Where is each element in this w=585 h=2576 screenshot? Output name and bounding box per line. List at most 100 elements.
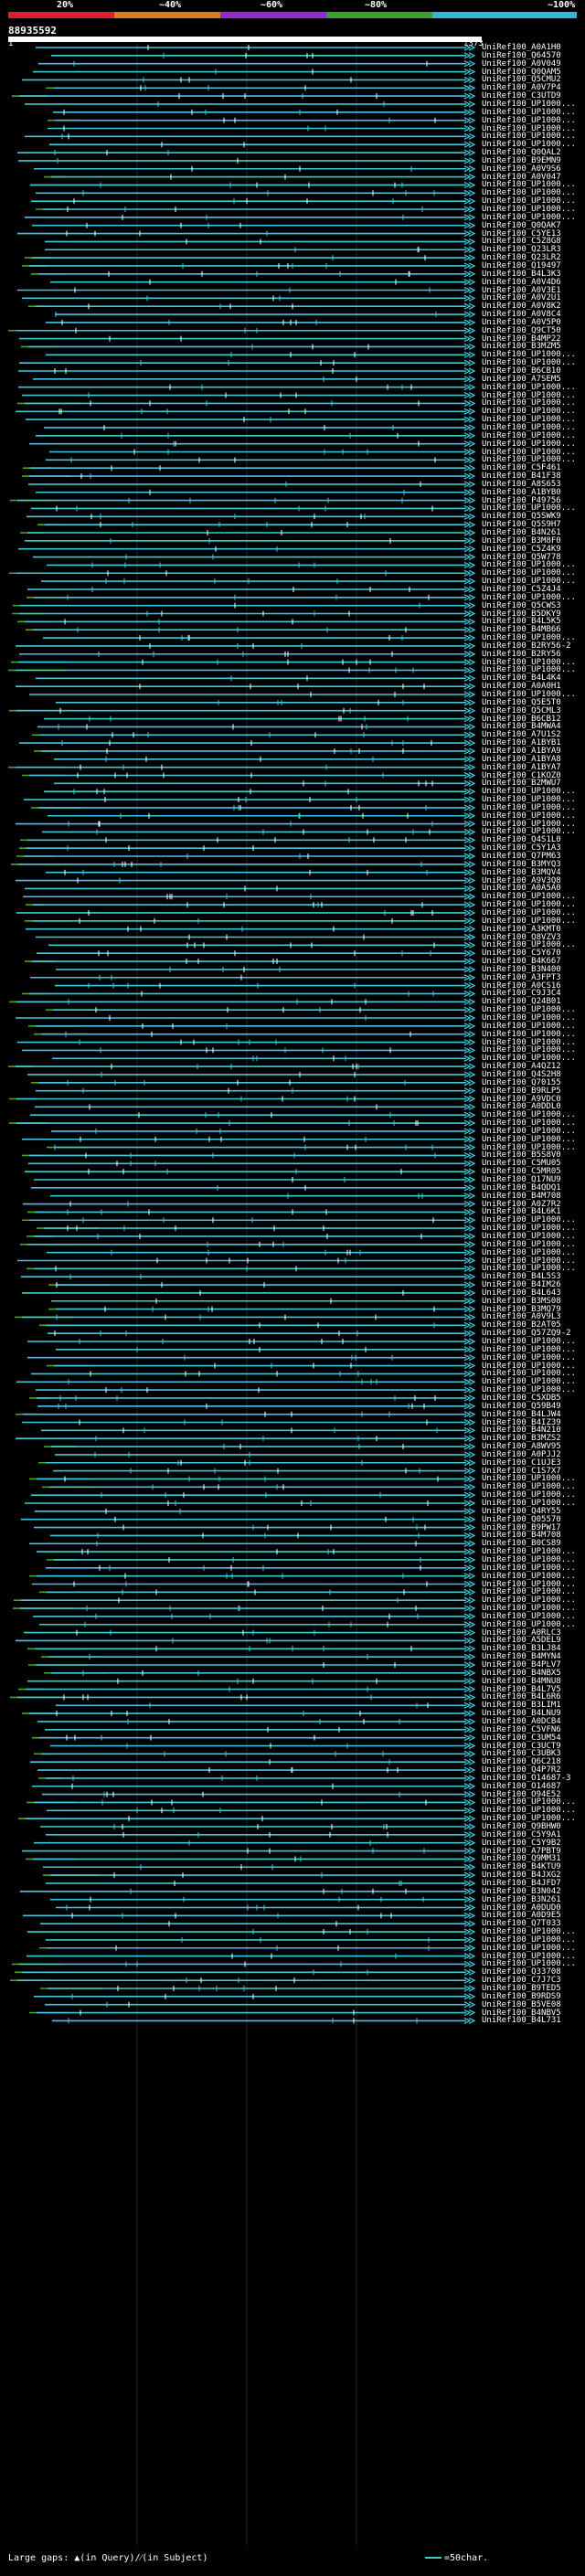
hit-label[interactable]: UniRef100_Q5CWS3: [482, 600, 561, 610]
hit-label[interactable]: UniRef100_B4MYN4: [482, 1652, 561, 1662]
hit-label[interactable]: UniRef100_Q64570: [482, 50, 561, 60]
hit-label[interactable]: UniRef100_B2AT05: [482, 1320, 561, 1330]
hit-label[interactable]: UniRef100_A9VDC0: [482, 1094, 561, 1104]
hit-label[interactable]: UniRef100_B4IZ39: [482, 1417, 561, 1427]
hit-label[interactable]: UniRef100_UP1000...: [482, 1943, 576, 1953]
hit-label[interactable]: UniRef100_Q7PM63: [482, 852, 561, 861]
hit-label[interactable]: UniRef100_A0V9S6: [482, 164, 561, 174]
hit-label[interactable]: UniRef100_A0V8K2: [482, 302, 561, 312]
hit-label[interactable]: UniRef100_A0V9L3: [482, 1312, 561, 1322]
hit-label[interactable]: UniRef100_B3M8F0: [482, 535, 561, 546]
hit-label[interactable]: UniRef100_UP1000...: [482, 1231, 576, 1241]
hit-label[interactable]: UniRef100_UP1000...: [482, 1474, 576, 1484]
hit-label[interactable]: UniRef100_Q0QAL2: [482, 148, 561, 158]
hit-label[interactable]: UniRef100_A1BYA9: [482, 746, 561, 756]
hit-label[interactable]: UniRef100_UP1000...: [482, 1604, 576, 1614]
hit-label[interactable]: UniRef100_B4MP22: [482, 334, 561, 344]
hit-label[interactable]: UniRef100_B6CB10: [482, 366, 561, 376]
hit-label[interactable]: UniRef100_Q5SWK9: [482, 512, 561, 522]
hit-label[interactable]: UniRef100_B4L5K5: [482, 617, 561, 627]
hit-label[interactable]: UniRef100_A0V047: [482, 172, 561, 182]
hit-label[interactable]: UniRef100_B4QDQ1: [482, 1182, 561, 1193]
hit-label[interactable]: UniRef100_UP1000...: [482, 1579, 576, 1589]
hit-label[interactable]: UniRef100_B41F38: [482, 472, 561, 482]
hit-label[interactable]: UniRef100_UP1000...: [482, 1337, 576, 1346]
hit-label[interactable]: UniRef100_B3MYQ3: [482, 859, 561, 869]
hit-label[interactable]: UniRef100_C1KOZ0: [482, 770, 561, 780]
hit-label[interactable]: UniRef100_UP1000...: [482, 892, 576, 902]
hit-label[interactable]: UniRef100_UP1000...: [482, 1587, 576, 1597]
hit-label[interactable]: UniRef100_UP1000...: [482, 107, 576, 117]
hit-label[interactable]: UniRef100_UP1000...: [482, 1482, 576, 1492]
hit-label[interactable]: UniRef100_UP1000...: [482, 1239, 576, 1249]
hit-label[interactable]: UniRef100_UP1000...: [482, 350, 576, 360]
hit-label[interactable]: UniRef100_UP1000...: [482, 1547, 576, 1557]
hit-label[interactable]: UniRef100_A7PBT9: [482, 1846, 561, 1856]
hit-label[interactable]: UniRef100_B4NBX5: [482, 1668, 561, 1678]
hit-label[interactable]: UniRef100_B9EMN9: [482, 155, 561, 165]
hit-label[interactable]: UniRef100_UP1000...: [482, 1959, 576, 1969]
hit-label[interactable]: UniRef100_C5Z8G8: [482, 237, 561, 247]
hit-label[interactable]: UniRef100_O14687: [482, 1781, 561, 1791]
hit-label[interactable]: UniRef100_UP1000...: [482, 795, 576, 805]
hit-label[interactable]: UniRef100_UP1000...: [482, 430, 576, 440]
hit-label[interactable]: UniRef100_UP1000...: [482, 422, 576, 432]
hit-label[interactable]: UniRef100_UP1000...: [482, 811, 576, 821]
hit-label[interactable]: UniRef100_UP1000...: [482, 577, 576, 587]
hit-label[interactable]: UniRef100_B0CS89: [482, 1539, 561, 1549]
hit-label[interactable]: UniRef100_A0V5P0: [482, 317, 561, 327]
hit-label[interactable]: UniRef100_B4MNU8: [482, 1676, 561, 1686]
hit-label[interactable]: UniRef100_B4L5S3: [482, 1272, 561, 1282]
hit-label[interactable]: UniRef100_C5Y1A3: [482, 843, 561, 853]
hit-label[interactable]: UniRef100_O14687-3: [482, 1773, 571, 1783]
hit-label[interactable]: UniRef100_B4N261: [482, 528, 561, 537]
hit-label[interactable]: UniRef100_UP1000...: [482, 140, 576, 150]
hit-label[interactable]: UniRef100_B3MZM5: [482, 342, 561, 352]
hit-label[interactable]: UniRef100_B4M708: [482, 1191, 561, 1201]
hit-label[interactable]: UniRef100_UP1000...: [482, 916, 576, 926]
hit-label[interactable]: UniRef100_A0V8C4: [482, 310, 561, 320]
hit-label[interactable]: UniRef100_B2MWU7: [482, 779, 561, 789]
hit-label[interactable]: UniRef100_UP1000...: [482, 1215, 576, 1225]
hit-label[interactable]: UniRef100_Q5S9H7: [482, 520, 561, 530]
hit-label[interactable]: UniRef100_B9RLP5: [482, 1086, 561, 1096]
hit-label[interactable]: UniRef100_UP1000...: [482, 382, 576, 392]
hit-label[interactable]: UniRef100_UP1000...: [482, 132, 576, 142]
hit-label[interactable]: UniRef100_UP1000...: [482, 188, 576, 198]
hit-label[interactable]: UniRef100_UP1000...: [482, 1935, 576, 1945]
hit-label[interactable]: UniRef100_B4M708: [482, 1531, 561, 1541]
hit-label[interactable]: UniRef100_UP1000...: [482, 1361, 576, 1371]
hit-label[interactable]: UniRef100_Q17NU9: [482, 1175, 561, 1184]
hit-label[interactable]: UniRef100_B4KTU9: [482, 1862, 561, 1872]
hit-label[interactable]: UniRef100_B4JXG2: [482, 1871, 561, 1881]
hit-label[interactable]: UniRef100_UP1000...: [482, 212, 576, 222]
hit-label[interactable]: UniRef100_A0RLC3: [482, 1627, 561, 1638]
hit-label[interactable]: UniRef100_Q9MM31: [482, 1854, 561, 1864]
hit-label[interactable]: UniRef100_A5DEL9: [482, 1636, 561, 1646]
hit-label[interactable]: UniRef100_B4K667: [482, 957, 561, 967]
hit-label[interactable]: UniRef100_UP1000...: [482, 1110, 576, 1120]
hit-label[interactable]: UniRef100_UP1000...: [482, 1369, 576, 1379]
hit-label[interactable]: UniRef100_UP1000...: [482, 455, 576, 465]
hit-label[interactable]: UniRef100_Q24B01: [482, 997, 561, 1007]
hit-label[interactable]: UniRef100_A0DCB4: [482, 1716, 561, 1726]
hit-label[interactable]: UniRef100_Q0QAM5: [482, 67, 561, 77]
hit-label[interactable]: UniRef100_Q8VZV3: [482, 932, 561, 942]
hit-label[interactable]: UniRef100_A3KMT0: [482, 924, 561, 934]
hit-label[interactable]: UniRef100_UP1000...: [482, 390, 576, 400]
hit-label[interactable]: UniRef100_UP1000...: [482, 196, 576, 207]
hit-label[interactable]: UniRef100_B3N261: [482, 1894, 561, 1904]
hit-label[interactable]: UniRef100_A3FPT3: [482, 972, 561, 982]
hit-label[interactable]: UniRef100_B4MWA4: [482, 722, 561, 732]
hit-label[interactable]: UniRef100_UP1000...: [482, 407, 576, 417]
hit-label[interactable]: UniRef100_UP1000...: [482, 802, 576, 812]
hit-label[interactable]: UniRef100_B5VE08: [482, 1999, 561, 2009]
hit-label[interactable]: UniRef100_B5DKY9: [482, 609, 561, 619]
hit-label[interactable]: UniRef100_UP1000...: [482, 504, 576, 514]
hit-label[interactable]: UniRef100_A0V2U1: [482, 293, 561, 303]
hit-label[interactable]: UniRef100_B4L3K3: [482, 269, 561, 279]
hit-label[interactable]: UniRef100_A7SEM5: [482, 374, 561, 384]
hit-label[interactable]: UniRef100_C5YE13: [482, 228, 561, 239]
hit-label[interactable]: UniRef100_A1BYA7: [482, 762, 561, 772]
hit-label[interactable]: UniRef100_C3UBK3: [482, 1749, 561, 1759]
